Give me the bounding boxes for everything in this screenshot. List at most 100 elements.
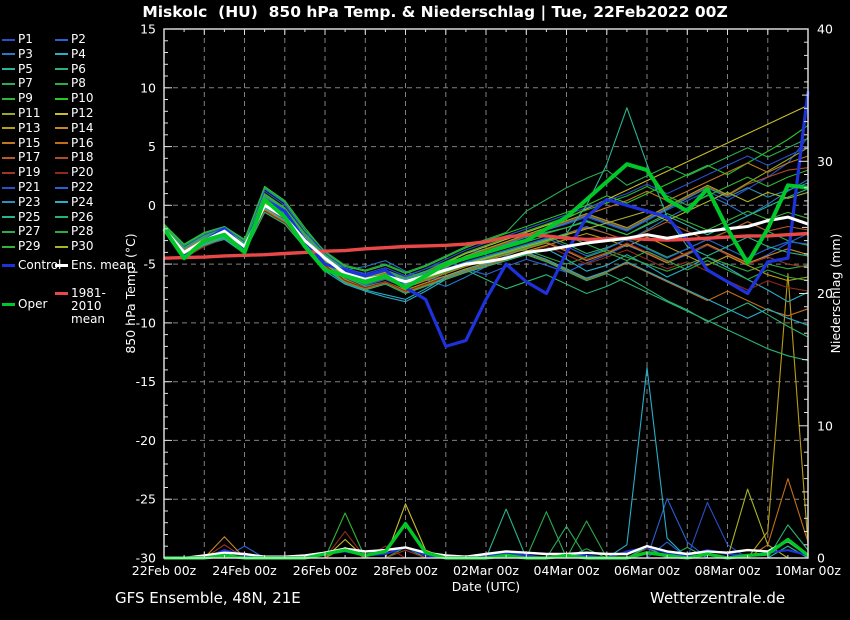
legend-item-p23: P23 bbox=[2, 195, 41, 209]
svg-text:08Mar 00z: 08Mar 00z bbox=[695, 563, 761, 578]
svg-text:22Feb 00z: 22Feb 00z bbox=[132, 563, 197, 578]
legend-swatch bbox=[55, 53, 68, 56]
legend-label: P14 bbox=[71, 120, 94, 135]
legend-label: P20 bbox=[71, 165, 94, 180]
legend-item-p5: P5 bbox=[2, 61, 33, 76]
legend-label: Oper bbox=[18, 297, 48, 311]
svg-text:0: 0 bbox=[148, 198, 156, 213]
legend-label: 1981-2010 mean bbox=[71, 286, 106, 326]
legend-swatch bbox=[2, 97, 15, 100]
legend-swatch bbox=[2, 142, 15, 145]
svg-text:-20: -20 bbox=[136, 433, 156, 448]
svg-text:30: 30 bbox=[817, 154, 833, 169]
legend-swatch bbox=[55, 38, 68, 41]
legend-item-p27: P27 bbox=[2, 225, 41, 238]
legend-item-p22: P22 bbox=[55, 181, 94, 194]
legend-item-p16: P16 bbox=[55, 136, 94, 150]
legend-swatch bbox=[55, 292, 68, 295]
legend-item-p29: P29 bbox=[2, 240, 41, 253]
svg-text:10Mar 00z: 10Mar 00z bbox=[775, 563, 841, 578]
legend-label: Ens. mean bbox=[71, 258, 135, 272]
legend-label: P24 bbox=[71, 194, 94, 209]
legend-swatch bbox=[55, 142, 68, 145]
legend-label: P1 bbox=[18, 32, 33, 46]
svg-text:-15: -15 bbox=[136, 374, 156, 389]
legend-item-p3: P3 bbox=[2, 46, 33, 61]
svg-text:20: 20 bbox=[817, 286, 833, 301]
site-watermark: Wetterzentrale.de bbox=[650, 589, 786, 607]
legend-swatch bbox=[55, 230, 68, 233]
legend-label: P22 bbox=[71, 180, 94, 194]
legend-label: P9 bbox=[18, 91, 33, 106]
legend-swatch bbox=[55, 245, 68, 248]
legend-label: P21 bbox=[18, 180, 41, 194]
legend-item-ens-mean: Ens. mean bbox=[55, 259, 134, 272]
legend-item-p18: P18 bbox=[55, 151, 94, 164]
legend-label: P26 bbox=[71, 209, 94, 224]
axis-ticks bbox=[164, 28, 808, 559]
ensemble-legend: P1 P2 P3 P4 P5 P6 P7 P8 P9 P10 P11 P12 P13 P14 P15 P16 P… bbox=[0, 0, 150, 620]
legend-label: P19 bbox=[18, 165, 41, 180]
legend-swatch bbox=[55, 264, 68, 267]
legend-item-oper: Oper bbox=[2, 298, 47, 311]
legend-swatch bbox=[2, 245, 15, 248]
legend-label: P12 bbox=[71, 106, 94, 120]
legend-swatch bbox=[55, 201, 68, 204]
legend-label: P29 bbox=[18, 239, 41, 254]
legend-swatch bbox=[2, 112, 15, 115]
svg-text:-10: -10 bbox=[136, 315, 156, 330]
legend-item-p19: P19 bbox=[2, 166, 41, 179]
legend-item-p24: P24 bbox=[55, 194, 94, 209]
svg-text:06Mar 00z: 06Mar 00z bbox=[614, 563, 680, 578]
legend-item-p21: P21 bbox=[2, 181, 41, 194]
legend-swatch bbox=[55, 186, 68, 189]
legend-swatch bbox=[2, 156, 15, 159]
svg-text:28Feb 00z: 28Feb 00z bbox=[373, 563, 438, 578]
legend-item-p8: P8 bbox=[55, 77, 86, 90]
legend-item-p10: P10 bbox=[55, 92, 94, 105]
legend-item-p20: P20 bbox=[55, 166, 94, 179]
legend-label: P2 bbox=[71, 32, 86, 46]
legend-swatch bbox=[55, 112, 68, 115]
legend-label: P28 bbox=[71, 224, 94, 239]
legend-label: P10 bbox=[71, 91, 94, 106]
legend-swatch bbox=[2, 127, 15, 130]
svg-text:10: 10 bbox=[817, 418, 833, 433]
svg-text:15: 15 bbox=[140, 22, 156, 37]
axis-labels: 15 10 5 0 -5 -10 -15 -20 -25 -30 0 10 20 30 40 22Feb 00… bbox=[123, 22, 843, 595]
legend-label: P3 bbox=[18, 46, 33, 61]
legend-swatch bbox=[2, 201, 15, 204]
legend-swatch bbox=[2, 216, 15, 219]
legend-item-p17: P17 bbox=[2, 151, 41, 164]
legend-item-p11: P11 bbox=[2, 107, 41, 120]
svg-text:-5: -5 bbox=[144, 257, 156, 272]
legend-swatch bbox=[2, 230, 15, 233]
legend-item-p26: P26 bbox=[55, 209, 94, 224]
legend-item-p9: P9 bbox=[2, 92, 33, 105]
legend-label: P6 bbox=[71, 61, 86, 76]
y-left-axis-title: 850 hPa Temp. (°C) bbox=[123, 233, 138, 353]
legend-label: P25 bbox=[18, 209, 41, 224]
legend-swatch bbox=[55, 216, 68, 219]
legend-swatch bbox=[2, 186, 15, 189]
svg-text:40: 40 bbox=[817, 22, 833, 37]
y-right-axis-title: Niederschlag (mm) bbox=[828, 234, 843, 354]
legend-item-p7: P7 bbox=[2, 77, 33, 90]
svg-text:0: 0 bbox=[817, 551, 825, 566]
svg-text:04Mar 00z: 04Mar 00z bbox=[534, 563, 600, 578]
legend-item-p15: P15 bbox=[2, 136, 41, 150]
legend-item-p25: P25 bbox=[2, 209, 41, 224]
svg-text:26Feb 00z: 26Feb 00z bbox=[293, 563, 358, 578]
x-axis-title: Date (UTC) bbox=[452, 579, 520, 594]
legend-swatch bbox=[55, 156, 68, 159]
legend-item-p2: P2 bbox=[55, 33, 86, 46]
legend-swatch bbox=[2, 38, 15, 41]
legend-item-p30: P30 bbox=[55, 240, 94, 253]
legend-label: P5 bbox=[18, 61, 33, 76]
legend-label: P4 bbox=[71, 46, 86, 61]
legend-swatch bbox=[2, 82, 15, 85]
legend-item-climate-mean: 1981-2010 mean bbox=[55, 287, 137, 326]
legend-item-p28: P28 bbox=[55, 225, 94, 238]
